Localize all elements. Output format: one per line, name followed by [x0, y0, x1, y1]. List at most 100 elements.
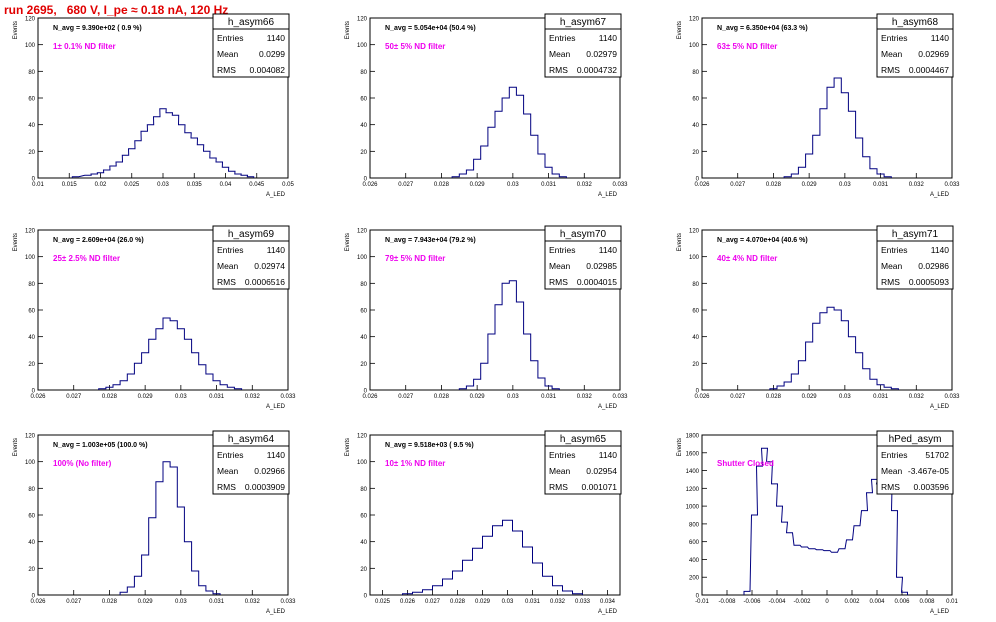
x-tick-label: 0.008 [919, 599, 935, 605]
stats-label: RMS [217, 482, 236, 492]
y-tick-label: 60 [692, 309, 699, 315]
stats-value: 0.02979 [586, 49, 617, 59]
x-tick-label: 0.029 [138, 394, 154, 400]
histogram-h_asym66-bins [71, 108, 255, 178]
x-tick-label: 0.01 [946, 599, 958, 605]
x-tick-label: 0.029 [470, 394, 486, 400]
x-tick-label: 0.032 [909, 394, 925, 400]
navg-label: N_avg = 1.003e+05 (100.0 %) [53, 442, 148, 449]
y-tick-label: 60 [28, 309, 35, 315]
stats-label: Entries [881, 33, 907, 43]
stats-label: RMS [217, 65, 236, 75]
histogram-h_asym70-bins [458, 280, 560, 390]
y-axis-label: Events [677, 21, 683, 39]
y-tick-label: 60 [360, 514, 367, 520]
stats-label: Mean [881, 49, 903, 59]
stats-value: 1140 [931, 245, 950, 255]
x-tick-label: 0.032 [245, 394, 261, 400]
histogram-panel-h_asym65: 0 20 40 60 80 100 120 0.025 0.026 0.027 0.028 0.029… [345, 430, 622, 615]
x-tick-label: 0.03 [502, 599, 514, 605]
y-tick-label: 120 [357, 17, 368, 23]
stats-value: 1140 [267, 245, 286, 255]
stats-value: 0.0004015 [577, 277, 617, 287]
x-tick-label: 0.03 [507, 182, 519, 188]
y-tick-label: 120 [25, 17, 36, 23]
x-axis-label: A_LED [930, 192, 950, 198]
x-tick-label: 0.032 [577, 182, 593, 188]
x-tick-label: 0.028 [434, 394, 450, 400]
histogram-panel-h_asym66: 0 20 40 60 80 100 120 0.01 0.015 0.02 0.025 0.03 0.0… [13, 13, 294, 198]
histogram-panel-h_asym64: 0 20 40 60 80 100 120 0.026 0.027 0.028 0.029 0.03 0… [13, 430, 296, 615]
stats-label: RMS [549, 65, 568, 75]
y-tick-label: 100 [357, 460, 368, 466]
stats-label: RMS [881, 65, 900, 75]
x-axis-label: A_LED [598, 609, 618, 615]
x-tick-label: 0.029 [475, 599, 491, 605]
stats-value: 0.0006516 [245, 277, 285, 287]
y-axis-label: Events [13, 438, 19, 456]
stats-label: Entries [217, 33, 243, 43]
stats-value: 1140 [267, 33, 286, 43]
stats-value: -3.467e-05 [908, 466, 949, 476]
y-tick-label: 60 [692, 97, 699, 103]
y-tick-label: 20 [28, 567, 35, 573]
x-tick-label: 0.03 [175, 599, 187, 605]
x-tick-label: 0.029 [802, 182, 818, 188]
x-tick-label: 0.031 [525, 599, 541, 605]
y-tick-label: 40 [360, 540, 367, 546]
x-tick-label: 0.031 [873, 394, 889, 400]
y-axis-label: Events [345, 233, 351, 251]
y-axis-label: Events [677, 438, 683, 456]
x-axis-label: A_LED [266, 192, 286, 198]
y-tick-label: 1400 [686, 469, 700, 475]
x-axis-label: A_LED [930, 609, 950, 615]
stats-title: h_asym71 [892, 229, 939, 240]
x-tick-label: 0.032 [577, 394, 593, 400]
histogram-panel-h_asym67: 0 20 40 60 80 100 120 0.026 0.027 0.028 0.029 0.03 0… [345, 13, 628, 198]
x-tick-label: 0.031 [209, 394, 225, 400]
stats-label: Mean [217, 49, 239, 59]
y-tick-label: 100 [689, 43, 700, 49]
y-tick-label: 0 [32, 389, 36, 395]
x-tick-label: 0.05 [282, 182, 294, 188]
stats-title: h_asym64 [228, 434, 275, 445]
stats-value: 0.02985 [586, 261, 617, 271]
histogram-panel-hPed_asym: 0 200 400 600 800 1000 1200 1400 1600 1800 -0.01 -0… [677, 430, 958, 615]
x-tick-label: 0.027 [398, 394, 414, 400]
stats-label: RMS [549, 482, 568, 492]
y-tick-label: 80 [28, 487, 35, 493]
y-tick-label: 200 [689, 576, 700, 582]
x-tick-label: 0.033 [612, 182, 628, 188]
stats-label: Mean [881, 261, 903, 271]
x-tick-label: 0.03 [507, 394, 519, 400]
stats-label: RMS [881, 277, 900, 287]
stats-value: 0.004082 [250, 65, 286, 75]
y-tick-label: 800 [689, 522, 700, 528]
filter-annotation: 10± 1% ND filter [385, 459, 445, 468]
histogram-h_asym65-bins [402, 519, 583, 595]
y-tick-label: 120 [25, 229, 36, 235]
x-tick-label: 0.031 [541, 182, 557, 188]
histogram-panel-h_asym71: 0 20 40 60 80 100 120 0.026 0.027 0.028 0.029 0.03 0… [677, 225, 960, 410]
y-tick-label: 80 [28, 282, 35, 288]
y-tick-label: 60 [28, 514, 35, 520]
x-tick-label: 0.029 [138, 599, 154, 605]
x-tick-label: 0.027 [398, 182, 414, 188]
y-tick-label: 600 [689, 540, 700, 546]
x-tick-label: 0.028 [766, 394, 782, 400]
stats-box [544, 240, 622, 290]
y-tick-label: 400 [689, 558, 700, 564]
x-tick-label: 0.03 [175, 394, 187, 400]
stats-label: RMS [881, 482, 900, 492]
x-tick-label: 0.033 [280, 394, 296, 400]
x-tick-label: 0.033 [612, 394, 628, 400]
x-tick-label: 0.026 [30, 394, 46, 400]
stats-value: 0.003596 [914, 482, 950, 492]
x-tick-label: 0.028 [434, 182, 450, 188]
stats-label: Mean [549, 261, 571, 271]
y-tick-label: 1200 [686, 487, 700, 493]
stats-value: 0.0005093 [909, 277, 949, 287]
x-tick-label: 0 [825, 599, 829, 605]
stats-title: h_asym68 [892, 17, 939, 28]
x-tick-label: -0.004 [768, 599, 786, 605]
